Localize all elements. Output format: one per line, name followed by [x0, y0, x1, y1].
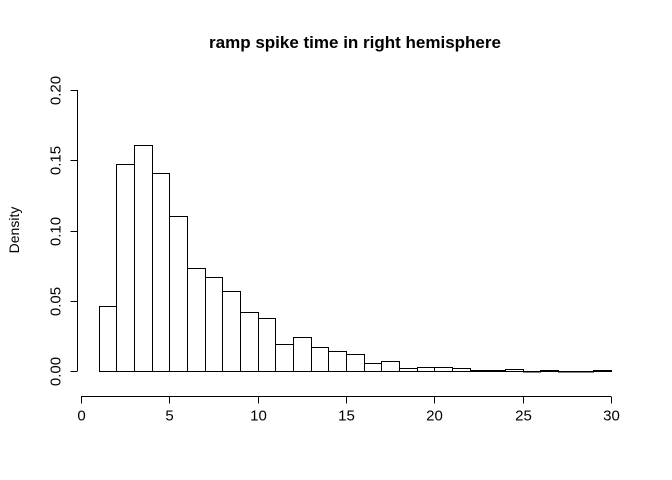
- histogram-bar: [116, 164, 135, 372]
- x-tick-label: 5: [165, 408, 173, 425]
- x-tick-label: 30: [603, 408, 620, 425]
- y-axis: 0.00 0.05 0.10 0.15 0.20: [48, 76, 78, 386]
- histogram-bar: [558, 371, 577, 373]
- histogram-bar: [381, 361, 400, 372]
- y-tick-label: 0.20: [48, 76, 65, 105]
- x-tick-label: 25: [515, 408, 532, 425]
- x-tick-label: 10: [250, 408, 267, 425]
- histogram-bar: [187, 268, 206, 372]
- histogram-bar: [205, 277, 223, 372]
- histogram-bar: [258, 318, 276, 372]
- x-axis: 0 5 10 15 20 25 30: [77, 396, 620, 425]
- histogram-bar: [293, 337, 312, 372]
- histogram-bar: [152, 173, 170, 372]
- histogram-bar: [134, 145, 153, 372]
- x-tick-label: 20: [426, 408, 443, 425]
- histogram-bar: [593, 370, 612, 372]
- histogram-bar: [275, 344, 294, 372]
- bars-group: [99, 145, 612, 373]
- histogram-bar: [399, 368, 418, 372]
- y-tick-label: 0.10: [48, 217, 65, 246]
- histogram-bar: [364, 363, 382, 372]
- x-tick-label: 15: [338, 408, 355, 425]
- y-axis-label: Density: [6, 207, 22, 254]
- y-tick-label: 0.05: [48, 287, 65, 316]
- histogram-bar: [222, 291, 241, 372]
- y-tick-label: 0.15: [48, 146, 65, 175]
- histogram-bar: [240, 312, 259, 372]
- histogram-bar: [576, 371, 594, 373]
- chart-title: ramp spike time in right hemisphere: [209, 33, 501, 52]
- x-tick-label: 0: [77, 408, 85, 425]
- histogram-bar: [523, 371, 541, 373]
- histogram-bar: [505, 369, 524, 372]
- histogram-bar: [452, 368, 471, 372]
- histogram-bar: [311, 347, 329, 372]
- histogram-bar: [417, 367, 435, 372]
- histogram-bar: [540, 370, 559, 372]
- histogram-bar: [470, 370, 488, 372]
- histogram-bar: [99, 306, 117, 372]
- histogram-bar: [487, 370, 506, 372]
- histogram-bar: [328, 351, 347, 372]
- histogram-bar: [346, 354, 365, 372]
- histogram-bar: [434, 367, 453, 372]
- y-tick-label: 0.00: [48, 357, 65, 386]
- histogram-bar: [169, 216, 188, 372]
